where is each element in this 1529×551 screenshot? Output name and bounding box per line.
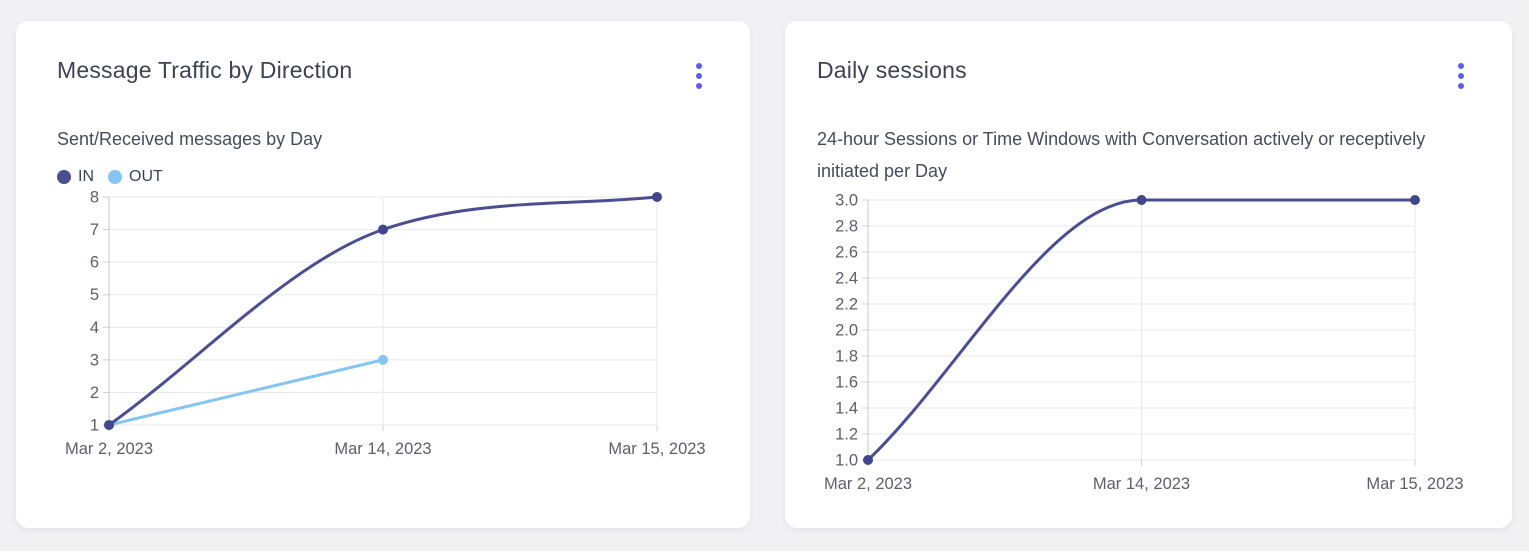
svg-text:8: 8 (90, 189, 99, 207)
svg-text:2.4: 2.4 (835, 270, 858, 288)
legend-item-in[interactable]: IN (57, 168, 94, 186)
card-header: Daily sessions (817, 57, 1472, 93)
svg-text:4: 4 (90, 319, 99, 337)
svg-text:1.6: 1.6 (835, 374, 858, 392)
kebab-menu-icon (696, 73, 702, 79)
kebab-menu-icon (696, 63, 702, 69)
card-title: Daily sessions (817, 57, 967, 83)
card-daily-sessions: Daily sessions 24-hour Sessions or Time … (785, 21, 1512, 528)
svg-text:7: 7 (90, 221, 99, 239)
svg-text:2.8: 2.8 (835, 218, 858, 236)
kebab-menu-icon (1458, 83, 1464, 89)
card-title: Message Traffic by Direction (57, 57, 353, 83)
svg-text:Mar 2, 2023: Mar 2, 2023 (824, 475, 912, 493)
card-menu-button[interactable] (688, 59, 710, 93)
chart-legend: IN OUT (57, 168, 710, 186)
kebab-menu-icon (1458, 73, 1464, 79)
legend-dot-out (108, 170, 122, 184)
svg-text:Mar 2, 2023: Mar 2, 2023 (65, 440, 153, 458)
svg-text:1.2: 1.2 (835, 426, 858, 444)
svg-text:1.0: 1.0 (835, 452, 858, 470)
line-chart-message-traffic[interactable]: 1 2 3 4 5 6 7 8 Mar 2, 2023 Mar 14, 2023 Mar 15, 2… (57, 189, 712, 467)
svg-text:1: 1 (90, 417, 99, 435)
svg-text:2: 2 (90, 384, 99, 402)
card-message-traffic: Message Traffic by Direction Sent/Receiv… (16, 21, 750, 528)
svg-text:2.2: 2.2 (835, 296, 858, 314)
legend-dot-in (57, 170, 71, 184)
svg-text:2.0: 2.0 (835, 322, 858, 340)
line-chart-daily-sessions[interactable]: 1.0 1.2 1.4 1.6 1.8 2.0 2.2 2.4 2.6 2.8 3.0 Mar 2, … (817, 187, 1472, 499)
svg-text:1.4: 1.4 (835, 400, 858, 418)
svg-text:3: 3 (90, 351, 99, 369)
svg-text:6: 6 (90, 254, 99, 272)
svg-text:Mar 15, 2023: Mar 15, 2023 (1366, 475, 1463, 493)
kebab-menu-icon (696, 83, 702, 89)
kebab-menu-icon (1458, 63, 1464, 69)
legend-label-in: IN (78, 168, 94, 185)
svg-text:3.0: 3.0 (835, 192, 858, 210)
card-subtitle: Sent/Received messages by Day (57, 129, 323, 149)
legend-item-out[interactable]: OUT (108, 168, 163, 186)
card-header: Message Traffic by Direction (57, 57, 710, 93)
svg-text:5: 5 (90, 286, 99, 304)
svg-text:Mar 14, 2023: Mar 14, 2023 (1093, 475, 1190, 493)
card-subtitle: 24-hour Sessions or Time Windows with Co… (817, 129, 1426, 181)
svg-text:Mar 14, 2023: Mar 14, 2023 (334, 440, 431, 458)
legend-label-out: OUT (129, 168, 163, 185)
svg-text:1.8: 1.8 (835, 348, 858, 366)
card-menu-button[interactable] (1450, 59, 1472, 93)
svg-text:Mar 15, 2023: Mar 15, 2023 (608, 440, 705, 458)
svg-text:2.6: 2.6 (835, 244, 858, 262)
